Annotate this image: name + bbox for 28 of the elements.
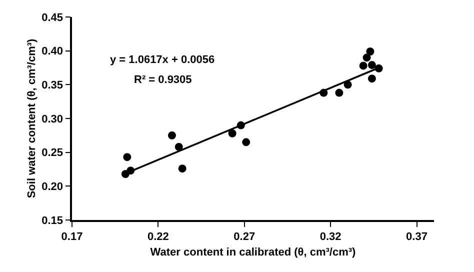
annotation: y = 1.0617x + 0.0056 — [110, 54, 215, 66]
x-axis-title: Water content in calibrated (θ, cm³/cm³) — [150, 246, 356, 259]
point — [168, 131, 176, 140]
y-tick-label: 0.20 — [42, 181, 64, 194]
point — [368, 74, 376, 83]
y-tick-label: 0.30 — [42, 113, 64, 126]
point — [123, 153, 132, 162]
point — [368, 61, 376, 70]
point — [359, 62, 368, 70]
y-tick-label: 0.40 — [42, 46, 64, 58]
point — [228, 129, 236, 138]
point — [366, 48, 374, 56]
point — [178, 164, 186, 173]
x-tick-label: 0.27 — [234, 230, 256, 243]
point — [174, 142, 183, 151]
point — [362, 54, 371, 62]
x-tick-label: 0.32 — [320, 230, 342, 243]
y-tick-label: 0.15 — [42, 214, 64, 227]
x-tick-label: 0.37 — [406, 230, 428, 243]
point — [242, 138, 250, 146]
annotation: R² = 0.9305 — [134, 74, 192, 86]
x-tick-label: 0.22 — [147, 230, 169, 243]
y-tick-label: 0.25 — [42, 147, 64, 160]
x-tick-label: 0.17 — [61, 230, 83, 243]
y-axis-title: Soil water content (θ, cm³/cm³) — [26, 38, 38, 198]
y-tick-label: 0.45 — [42, 12, 64, 24]
point — [335, 88, 344, 97]
y-tick-label: 0.35 — [42, 80, 64, 92]
